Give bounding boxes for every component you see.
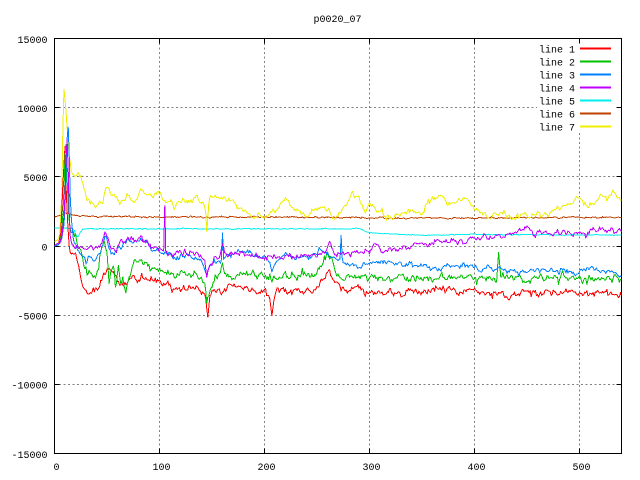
svg-text:10000: 10000 [17,105,47,116]
svg-text:5000: 5000 [23,174,47,185]
svg-text:15000: 15000 [17,36,47,47]
svg-text:line 2: line 2 [539,57,575,69]
svg-text:line 3: line 3 [539,70,575,82]
svg-text:line 4: line 4 [539,83,575,95]
svg-text:0: 0 [53,463,59,474]
svg-text:line 1: line 1 [539,44,575,56]
svg-text:100: 100 [152,463,170,474]
svg-text:-5000: -5000 [17,313,47,324]
svg-text:line 5: line 5 [539,96,575,108]
svg-text:0: 0 [41,243,47,254]
svg-text:-10000: -10000 [11,382,47,393]
svg-text:p0020_07: p0020_07 [313,15,361,26]
svg-text:-15000: -15000 [11,451,47,462]
svg-text:400: 400 [467,463,485,474]
svg-text:300: 300 [362,463,380,474]
svg-text:200: 200 [257,463,275,474]
svg-text:line 7: line 7 [539,122,575,134]
svg-text:line 6: line 6 [539,109,575,121]
svg-text:500: 500 [572,463,590,474]
